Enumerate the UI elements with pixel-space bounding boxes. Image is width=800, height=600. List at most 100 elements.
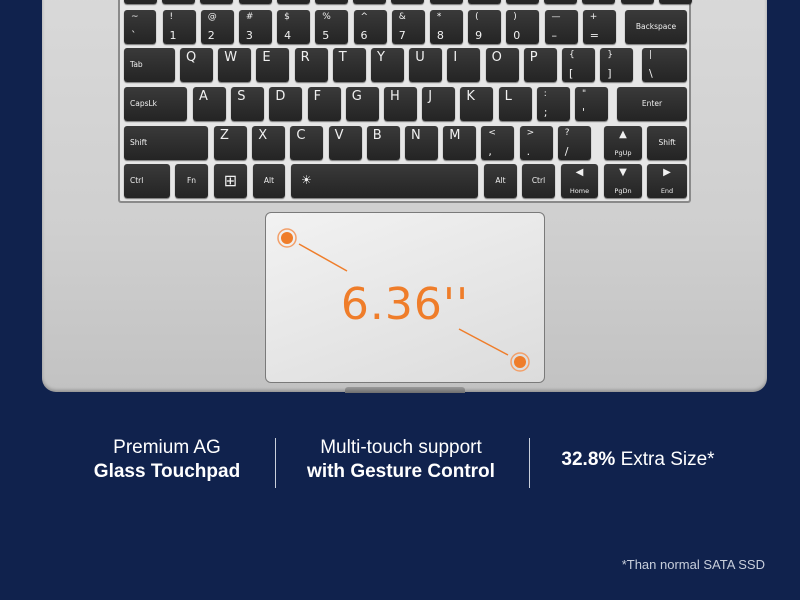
key-e[interactable]: E [256,48,290,82]
key-symbol[interactable]: >. [519,126,553,160]
key-b[interactable]: B [366,126,400,160]
key-3[interactable]: #3 [238,10,272,44]
function-key[interactable] [658,0,692,4]
key-t[interactable]: T [332,48,366,82]
key-g[interactable]: G [345,87,379,121]
key-i[interactable]: I [447,48,481,82]
key-label: Tab [130,60,143,69]
key-home[interactable]: ◀ Home [561,164,598,198]
key-ctrl[interactable]: Ctrl [124,164,170,198]
function-key[interactable] [467,0,501,4]
key-l[interactable]: L [498,87,532,121]
key-f[interactable]: F [307,87,341,121]
key-label: Alt [263,176,275,185]
key-5[interactable]: % 5 [315,10,349,44]
key-j[interactable]: J [422,87,456,121]
key-label: 3 [245,29,253,42]
key-label: 4 [284,29,292,42]
key-n[interactable]: N [405,126,438,160]
key-o[interactable]: O [485,48,519,82]
key-key[interactable]: ⊞ [214,164,247,198]
key-2[interactable]: @2 [200,10,234,44]
function-key[interactable] [429,0,463,4]
key-label: Q [186,50,197,65]
key-u[interactable]: U [409,48,443,82]
feature-glass-touchpad: Premium AG Glass Touchpad [67,436,267,484]
corner-dot-bottom-right [510,352,530,372]
key-end[interactable]: ▶ End [647,164,687,198]
key-v[interactable]: V [328,126,362,160]
key-symbol[interactable]: | \ [642,48,687,82]
key-7[interactable]: & 7 [391,10,425,44]
key-0[interactable]: ) 0 [506,10,540,44]
key-label: 8 [436,29,444,42]
key-z[interactable]: Z [214,126,247,160]
key-8[interactable]: * 8 [429,10,463,44]
key-label: ~ [131,12,139,22]
function-key[interactable] [544,0,578,4]
key-symbol[interactable]: :; [536,87,570,121]
key-6[interactable]: ^ 6 [353,10,387,44]
key-symbol[interactable]: — – [544,10,578,44]
function-key[interactable] [162,0,196,4]
key-symbol[interactable]: }] [600,48,634,82]
key-symbol[interactable]: <, [481,126,515,160]
key-label: ; [543,106,548,119]
key-d[interactable]: D [269,87,303,121]
key-label: 7 [398,29,406,42]
footnote: *Than normal SATA SSD [621,557,765,572]
key-fn[interactable]: Fn [175,164,208,198]
diagonal-measure [277,228,530,372]
key-label: S [237,89,246,104]
feature-percent: 32.8% [561,449,616,470]
lid-notch [345,387,465,393]
key-x[interactable]: X [252,126,286,160]
function-key[interactable] [124,0,157,4]
function-key[interactable] [620,0,654,4]
function-key[interactable] [582,0,616,4]
key-m[interactable]: M [443,126,477,160]
function-key[interactable] [353,0,387,4]
function-key[interactable] [391,0,425,4]
key-symbol[interactable]: ? / [557,126,591,160]
key-q[interactable]: Q [180,48,213,82]
key-c[interactable]: C [290,126,324,160]
key-label: Ctrl [531,176,546,185]
key-alt[interactable]: Alt [484,164,517,198]
key-symbol[interactable]: ☀ [291,164,478,198]
key-tab[interactable]: Tab [124,48,175,82]
key-h[interactable]: H [384,87,417,121]
key-9[interactable]: (9 [468,10,502,44]
key-k[interactable]: K [460,87,494,121]
key-pgdn[interactable]: ▼ PgDn [604,164,642,198]
key-4[interactable]: $4 [277,10,311,44]
key-backspace[interactable]: Backspace [625,10,687,44]
function-key[interactable] [276,0,310,4]
function-key[interactable] [506,0,539,4]
key-symbol[interactable]: {[ [562,48,595,82]
key-label: D [275,89,286,104]
key-capslk[interactable]: CapsLk [124,87,187,121]
key-label: 6 [360,29,368,42]
function-key[interactable] [238,0,272,4]
key-alt[interactable]: Alt [253,164,285,198]
key-label: > [526,128,535,138]
function-key[interactable] [315,0,348,4]
key-label: Y [377,50,385,65]
key-p[interactable]: P [523,48,557,82]
key-r[interactable]: R [294,48,328,82]
key-1[interactable]: ! 1 [162,10,196,44]
key-enter[interactable]: Enter [617,87,687,121]
key-shift[interactable]: Shift [647,126,687,160]
key-symbol[interactable]: + = [582,10,616,44]
key-y[interactable]: Y [371,48,404,82]
function-key[interactable] [200,0,234,4]
key-pgup[interactable]: ▲ PgUp [604,126,642,160]
key-symbol[interactable]: " ' [575,87,608,121]
key-shift[interactable]: Shift [124,126,208,160]
key-ctrl[interactable]: Ctrl [522,164,555,198]
key-w[interactable]: W [218,48,252,82]
key-symbol[interactable]: ~ ` [124,10,156,44]
key-s[interactable]: S [231,87,265,121]
key-a[interactable]: A [193,87,226,121]
